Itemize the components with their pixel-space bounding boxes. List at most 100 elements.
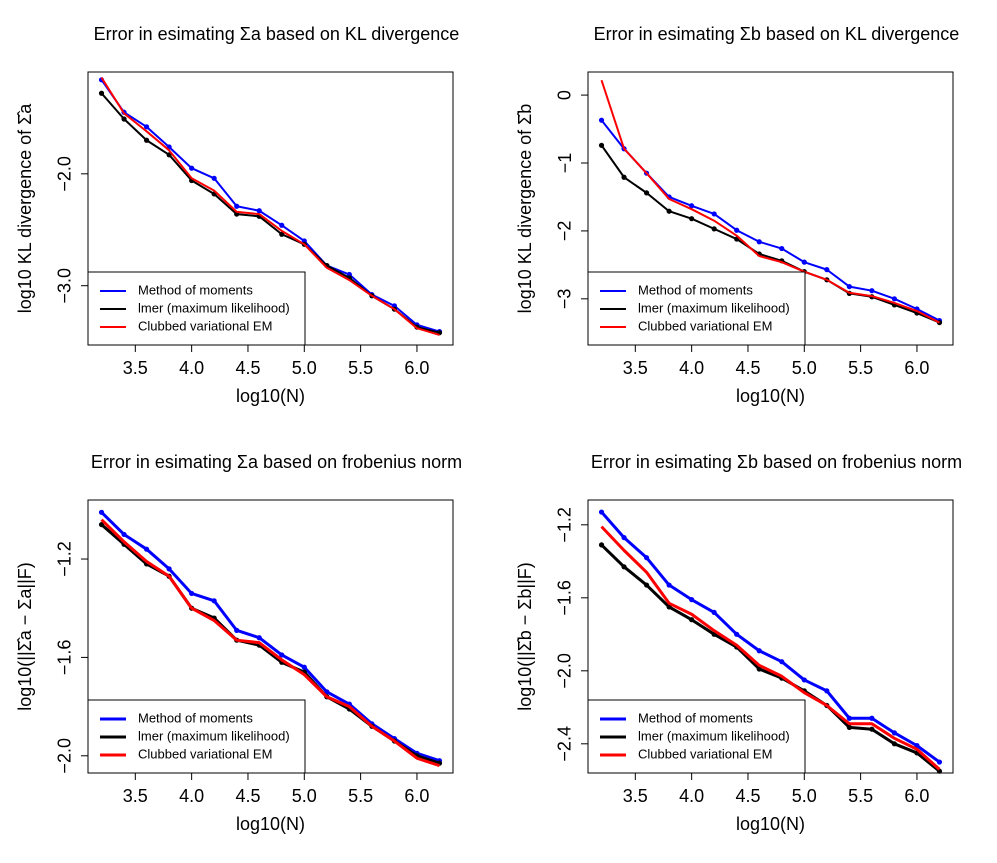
y-tick-label: −1.6: [555, 580, 575, 616]
series-line: [600, 144, 940, 324]
legend-label: lmer (maximum likelihood): [138, 300, 290, 315]
panel: Error in esimating Σb based on frobenius…: [515, 452, 962, 834]
point: [801, 677, 807, 683]
x-tick-label: 4.5: [735, 358, 760, 378]
point: [779, 659, 785, 665]
point: [689, 203, 695, 209]
point: [98, 509, 105, 515]
x-tick-label: 6.0: [904, 786, 929, 806]
point: [711, 226, 717, 232]
point: [666, 604, 672, 610]
series-line: [100, 511, 440, 763]
point: [301, 664, 307, 670]
y-axis-label: log10 KL divergence of Σ̂a: [15, 103, 35, 314]
x-tick-label: 6.0: [404, 786, 429, 806]
y-axis-label: log10(||Σ̂b − Σb||F): [515, 562, 535, 711]
x-tick-label: 4.0: [179, 358, 204, 378]
point: [914, 743, 920, 749]
y-tick-label: −2.0: [55, 738, 75, 774]
panel-title: Error in esimating Σa based on KL diverg…: [94, 24, 460, 44]
y-axis-label: log10(||Σ̂a − Σa||F): [15, 562, 35, 711]
legend-label: lmer (maximum likelihood): [638, 300, 790, 315]
legend-label: Clubbed variational EM: [638, 746, 772, 761]
point: [598, 542, 605, 548]
point: [666, 582, 672, 588]
y-tick-label: −2.0: [555, 653, 575, 689]
y-tick-label: −2.0: [55, 156, 75, 192]
x-axis-label: log10(N): [736, 814, 805, 834]
x-axis-label: log10(N): [236, 386, 305, 406]
point: [689, 597, 695, 603]
series-line: [600, 525, 941, 771]
point: [189, 165, 195, 171]
y-tick-label: −1.6: [55, 640, 75, 676]
point: [143, 137, 150, 143]
point: [166, 566, 172, 572]
series-line: [600, 511, 941, 764]
point: [756, 239, 762, 245]
x-tick-label: 5.0: [792, 786, 817, 806]
panel-title: Error in esimating Σb based on frobenius…: [591, 452, 962, 472]
legend-label: lmer (maximum likelihood): [638, 728, 790, 743]
legend-label: Method of moments: [138, 710, 253, 725]
point: [869, 288, 875, 294]
point: [256, 635, 262, 641]
point: [621, 534, 627, 541]
x-tick-label: 4.0: [679, 358, 704, 378]
point: [869, 726, 875, 732]
point: [846, 715, 852, 721]
series-line: [100, 79, 440, 333]
legend-label: Method of moments: [638, 282, 753, 297]
point: [643, 582, 650, 588]
y-axis-label: log10 KL divergence of Σ̂b: [515, 104, 535, 314]
legend-label: Method of moments: [138, 282, 253, 297]
point: [598, 509, 605, 515]
point: [121, 531, 127, 538]
y-tick-label: −1.2: [555, 507, 575, 543]
point: [279, 652, 285, 658]
point: [621, 564, 627, 570]
point: [689, 216, 695, 222]
x-tick-label: 5.5: [348, 786, 373, 806]
x-tick-label: 4.0: [679, 786, 704, 806]
point: [711, 211, 717, 217]
point: [869, 715, 875, 721]
point: [711, 609, 717, 616]
point: [598, 117, 605, 123]
panel-title: Error in esimating Σb based on KL diverg…: [594, 24, 960, 44]
point: [234, 627, 240, 633]
x-tick-label: 5.5: [348, 358, 373, 378]
x-tick-label: 5.5: [848, 786, 873, 806]
y-tick-label: −2.4: [555, 726, 575, 762]
x-tick-label: 4.5: [235, 786, 260, 806]
point: [891, 741, 898, 747]
point: [846, 724, 852, 730]
y-tick-label: −3.0: [55, 268, 75, 304]
series-line: [600, 79, 940, 324]
point: [734, 631, 740, 637]
x-tick-label: 4.5: [235, 358, 260, 378]
x-tick-label: 5.0: [292, 358, 317, 378]
panel: Error in esimating Σa based on KL diverg…: [15, 24, 460, 406]
series-line: [600, 543, 941, 773]
point: [143, 124, 150, 130]
point: [98, 521, 105, 528]
point: [643, 555, 650, 561]
panel-title: Error in esimating Σa based on frobenius…: [91, 452, 462, 472]
point: [121, 116, 127, 122]
x-tick-label: 3.5: [623, 786, 648, 806]
legend-label: Clubbed variational EM: [138, 746, 272, 761]
x-tick-label: 4.5: [735, 786, 760, 806]
y-tick-label: −1: [555, 153, 575, 174]
legend-label: Clubbed variational EM: [138, 318, 272, 333]
point: [279, 231, 285, 237]
x-tick-label: 4.0: [179, 786, 204, 806]
point: [211, 175, 217, 181]
y-tick-label: −1.2: [55, 541, 75, 577]
x-tick-label: 5.0: [792, 358, 817, 378]
point: [598, 142, 605, 148]
point: [279, 222, 285, 228]
point: [824, 688, 830, 694]
x-tick-label: 5.5: [848, 358, 873, 378]
